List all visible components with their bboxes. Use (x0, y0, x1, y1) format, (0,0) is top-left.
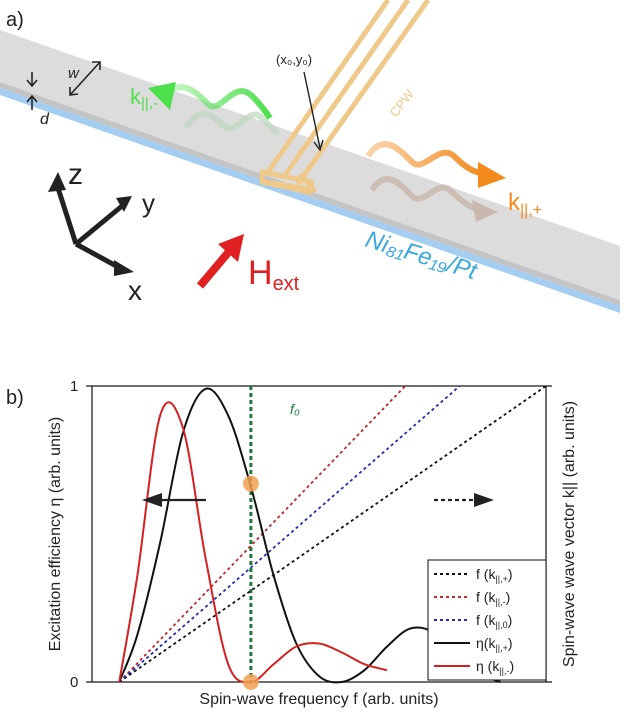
marker-1 (242, 674, 259, 690)
left-arrow (142, 493, 206, 507)
h-field-arrow (196, 234, 244, 289)
legend: f (k||,+) f (k||,-) f (k||,0) η(k||,+) η (k|… (427, 559, 547, 681)
k-plus-label: k||,+ (508, 189, 542, 219)
legend-label-1: f (k||,-) (476, 589, 510, 607)
panel-b-label: b) (6, 387, 24, 409)
thickness-arrow (26, 72, 38, 110)
series-line-0 (118, 385, 547, 683)
x-axis-label: Spin-wave frequency f (arb. units) (199, 691, 438, 708)
ytick-label-1: 1 (70, 378, 78, 395)
axis-y-label: y (142, 188, 155, 218)
series-line-2 (118, 385, 461, 683)
h-field-label: Hext (248, 254, 300, 295)
y-axis-label-left: Excitation efficiency η (arb. units) (47, 417, 64, 651)
panel-b: b) 1 0 Spin-wave frequency f (arb. units… (6, 378, 578, 708)
series-line-4 (118, 401, 388, 684)
plot-frame (91, 385, 547, 683)
f0-label: f₀ (290, 401, 300, 417)
legend-label-0: f (k||,+) (476, 566, 513, 584)
cpw-label: CPW (387, 86, 418, 120)
k-minus-label: k||,- (130, 84, 158, 112)
k-minus-wave (148, 82, 281, 137)
k-plus-wave (365, 141, 506, 222)
thickness-label: d (40, 111, 50, 128)
right-arrow (434, 493, 494, 507)
ytick-label-0: 0 (70, 674, 78, 691)
coordinate-label: (x₀,y₀) (276, 52, 312, 67)
legend-label-4: η (k||,-) (476, 658, 514, 676)
coordinate-arrow (303, 71, 324, 152)
substrate-layer (0, 88, 620, 313)
cpw-line (259, 0, 431, 195)
legend-label-2: f (k||,0) (476, 612, 512, 630)
width-label: w (68, 65, 80, 82)
panel-a: a) w d CPW (x₀,y₀) (0, 0, 620, 313)
coordinate-system (48, 172, 134, 276)
y-axis-label-right: Spin-wave wave vector k|| (arb. units) (561, 401, 578, 667)
legend-label-3: η(k||,+) (476, 635, 513, 653)
marker-0 (242, 475, 259, 492)
axis-x-label: x (128, 275, 142, 306)
width-arrow (69, 61, 101, 96)
panel-a-label: a) (6, 9, 24, 31)
axis-z-label: z (68, 158, 83, 191)
